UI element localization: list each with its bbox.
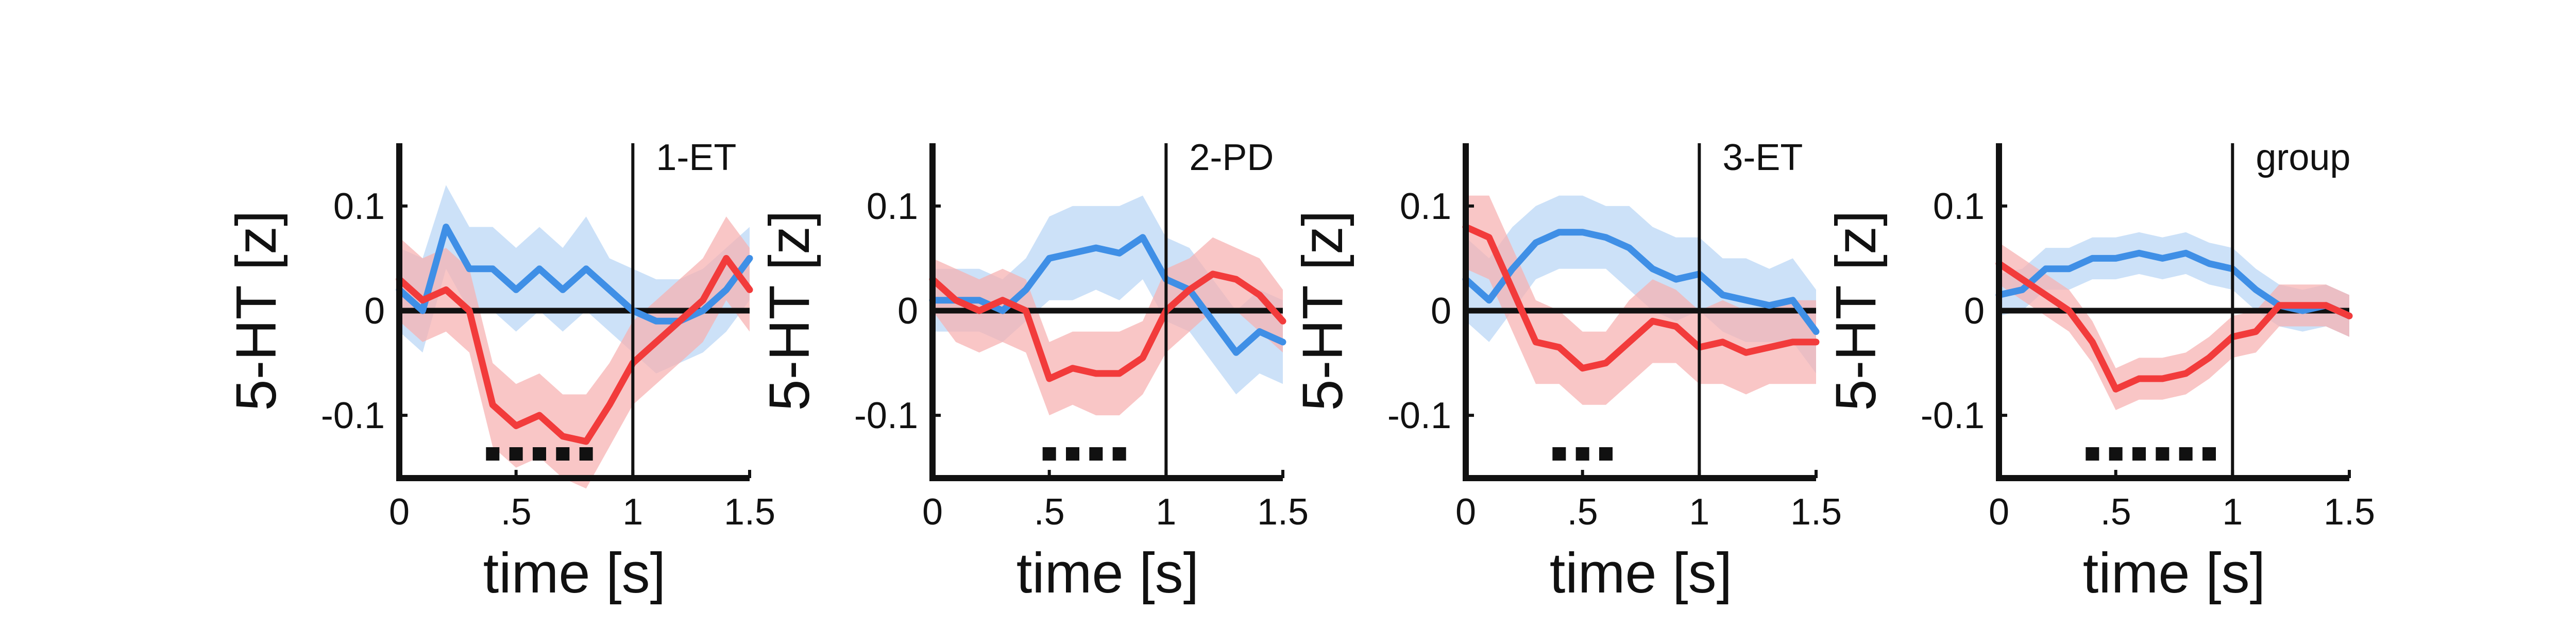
x-tick-label: 0 — [922, 492, 943, 533]
red-confidence-band — [399, 216, 750, 489]
significance-marker — [509, 447, 523, 461]
x-axis-title: time [s] — [483, 541, 666, 605]
panel-title: 1-ET — [656, 137, 736, 178]
blue-mean-line — [1462, 229, 1820, 335]
x-axis-title: time [s] — [1550, 541, 1733, 605]
significance-marker — [2202, 447, 2216, 461]
x-axis-title: time [s] — [1016, 541, 1199, 605]
panel-title: 3-ET — [1722, 137, 1803, 178]
x-tick-label: 1 — [622, 492, 643, 533]
significance-marker — [2132, 447, 2146, 461]
panel-title: group — [2256, 137, 2350, 178]
significance-marker — [2109, 447, 2123, 461]
panel-4: 0.1 0 -0.1 0 .5 1 1.5 time [s] 5-HT [z] group — [1824, 137, 2375, 605]
significance-marker — [579, 447, 593, 461]
y-tick-label: -0.1 — [1921, 395, 1985, 436]
y-tick-label: 0 — [897, 291, 918, 332]
y-axis-title: 5-HT [z] — [1291, 210, 1354, 411]
y-tick-label: -0.1 — [1387, 395, 1451, 436]
y-tick-label: 0 — [364, 291, 385, 332]
y-tick-label: 0.1 — [867, 186, 918, 227]
x-tick-label: .5 — [1567, 492, 1598, 533]
y-axis-title: 5-HT [z] — [758, 210, 821, 411]
y-tick-label: 0 — [1431, 291, 1451, 332]
x-tick-label: .5 — [1034, 492, 1065, 533]
x-tick-label: 0 — [1455, 492, 1476, 533]
x-tick-label: 1.5 — [2324, 492, 2375, 533]
panel-3: 0.1 0 -0.1 0 .5 1 1.5 time [s] 5-HT [z] 3-ET — [1291, 137, 1842, 605]
x-tick-label: 1 — [1156, 492, 1176, 533]
significance-marker — [1089, 447, 1103, 461]
x-tick-label: 1.5 — [724, 492, 775, 533]
x-tick-label: 0 — [1989, 492, 2009, 533]
y-tick-label: 0.1 — [333, 186, 385, 227]
panel-2: 0.1 0 -0.1 0 .5 1 1.5 time [s] 5-HT [z] 2-PD — [758, 137, 1309, 605]
x-tick-label: .5 — [2100, 492, 2131, 533]
significance-marker — [1066, 447, 1079, 461]
y-tick-label: -0.1 — [321, 395, 385, 436]
y-axis-title: 5-HT [z] — [225, 210, 288, 411]
y-tick-label: 0.1 — [1933, 186, 1985, 227]
significance-marker — [1552, 447, 1566, 461]
x-axis-title: time [s] — [2083, 541, 2266, 605]
y-tick-label: 0.1 — [1400, 186, 1451, 227]
x-tick-label: 1 — [2222, 492, 2243, 533]
significance-marker — [2086, 447, 2099, 461]
panel-title: 2-PD — [1189, 137, 1274, 178]
red-mean-line — [1462, 224, 1820, 372]
red-mean-line — [1995, 260, 2353, 393]
x-tick-label: 0 — [389, 492, 410, 533]
x-tick-label: 1 — [1689, 492, 1709, 533]
significance-marker — [1112, 447, 1126, 461]
y-axis-title: 5-HT [z] — [1824, 210, 1888, 411]
blue-mean-line — [396, 224, 753, 325]
x-tick-label: 1.5 — [1257, 492, 1309, 533]
significance-marker — [1575, 447, 1589, 461]
red-confidence-band — [1466, 195, 1816, 405]
significance-marker — [1042, 447, 1056, 461]
significance-marker — [533, 447, 546, 461]
y-tick-label: -0.1 — [854, 395, 918, 436]
red-mean-line — [396, 255, 753, 445]
significance-marker — [556, 447, 570, 461]
blue-confidence-band — [933, 195, 1283, 395]
red-mean-line — [929, 270, 1286, 382]
x-tick-label: 1.5 — [1790, 492, 1842, 533]
significance-marker — [2179, 447, 2193, 461]
y-tick-label: 0 — [1964, 291, 1985, 332]
x-tick-label: .5 — [501, 492, 532, 533]
significance-marker — [2156, 447, 2170, 461]
significance-marker — [1599, 447, 1613, 461]
significance-marker — [486, 447, 500, 461]
panel-1: 0.1 0 -0.1 0 .5 1 1.5 time [s] 5-HT [z] 1-ET — [225, 137, 775, 605]
